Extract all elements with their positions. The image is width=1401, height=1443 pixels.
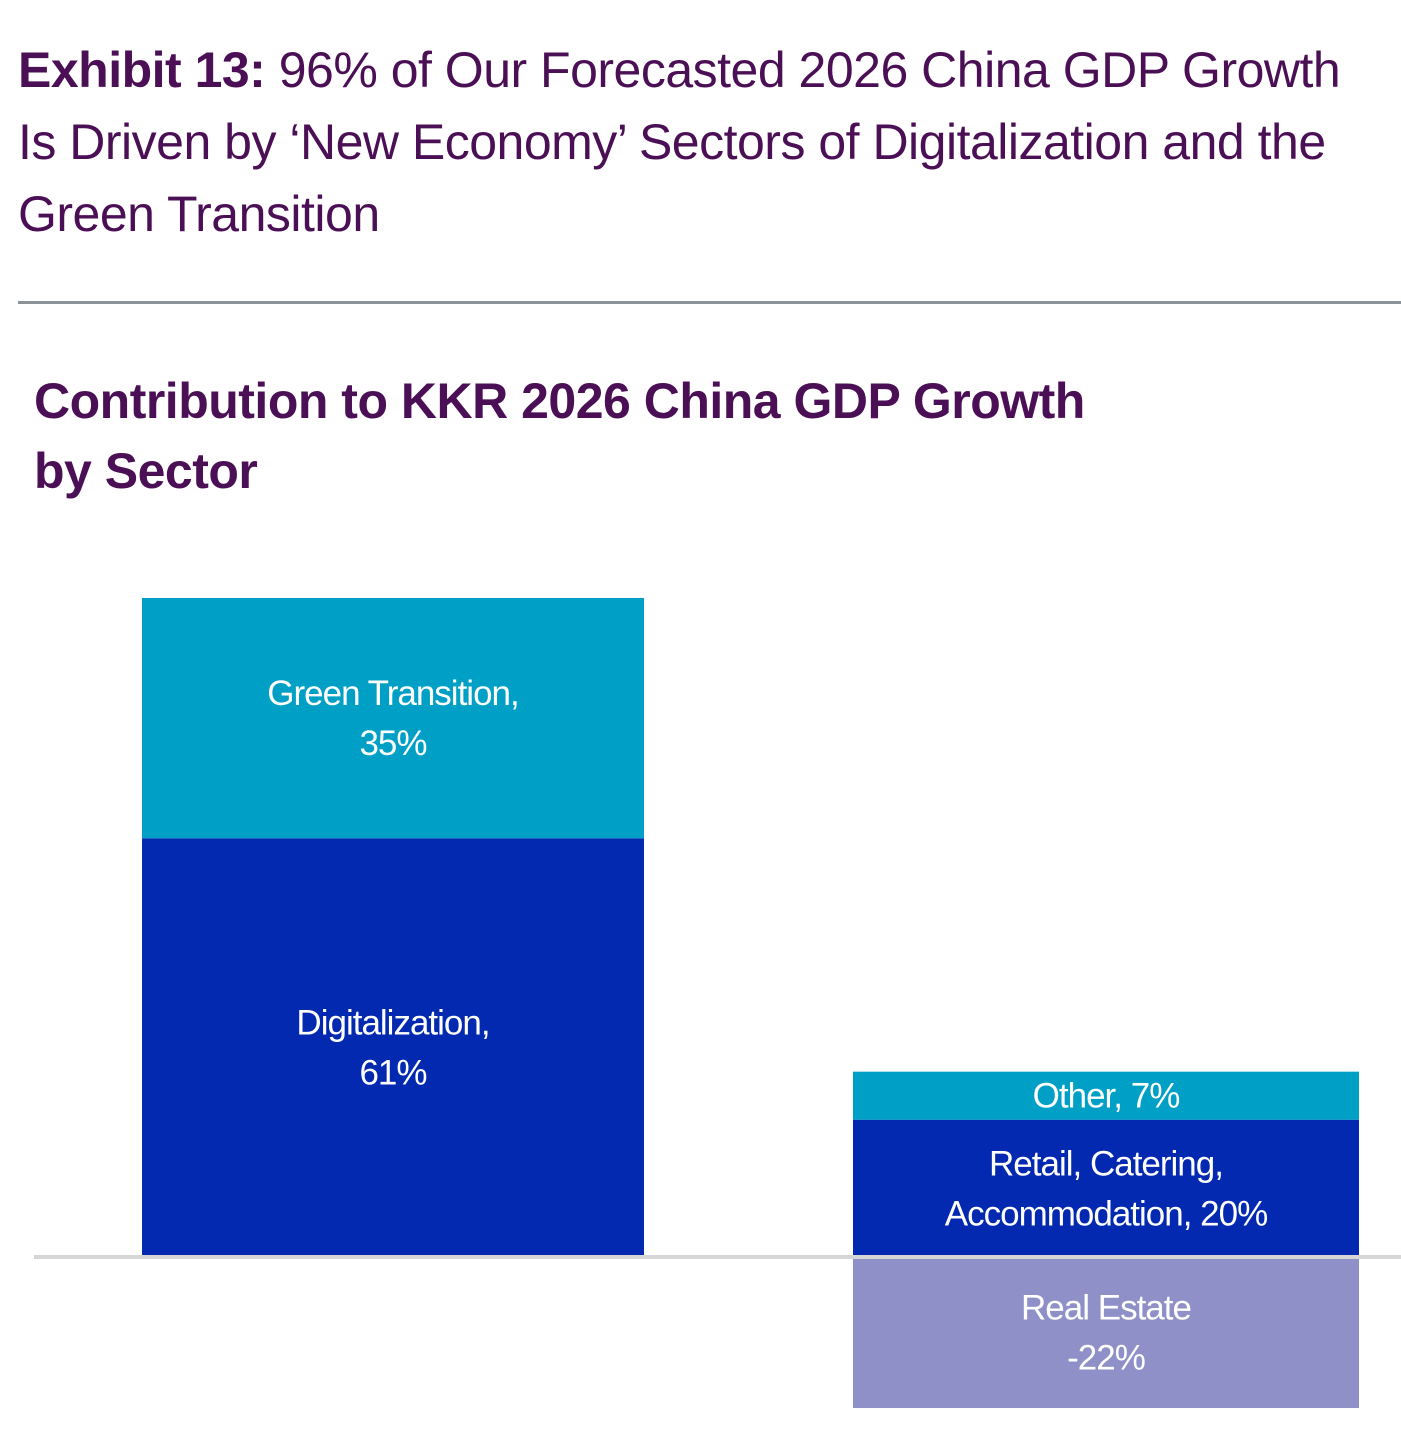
title-divider xyxy=(18,301,1401,304)
bar-label-2: Retail, Catering, Accommodation, 20% xyxy=(945,1144,1267,1233)
bar-label-line: Other, 7% xyxy=(1033,1077,1180,1116)
bar-label-line: 61% xyxy=(359,1054,426,1093)
bar-label-line: Accommodation, 20% xyxy=(945,1194,1267,1233)
bar-label-line: Digitalization, xyxy=(296,1004,489,1043)
exhibit-label: Exhibit 13: xyxy=(18,42,266,98)
chart-title: Contribution to KKR 2026 China GDP Growt… xyxy=(34,373,1085,499)
bar-segment-0 xyxy=(142,838,644,1257)
bar-label-line: Real Estate xyxy=(1021,1289,1191,1328)
bar-segment-2 xyxy=(853,1119,1359,1257)
bar-label-3: Other, 7% xyxy=(1033,1077,1180,1116)
bar-label-4: Real Estate -22% xyxy=(1021,1289,1191,1378)
exhibit-headline: 96% of Our Forecasted 2026 China GDP Gro… xyxy=(18,42,1341,242)
bar-label-0: Digitalization, 61% xyxy=(296,1004,489,1093)
bar-label-line: Retail, Catering, xyxy=(989,1144,1223,1183)
bar-label-1: Green Transition, 35% xyxy=(267,674,518,763)
bar-label-line: 35% xyxy=(359,724,426,763)
exhibit-title: Exhibit 13: 96% of Our Forecasted 2026 C… xyxy=(18,34,1378,250)
bar-label-line: Green Transition, xyxy=(267,674,518,713)
bar-segment-3 xyxy=(853,1071,1359,1120)
bar-segments xyxy=(142,598,1359,1409)
bar-segment-4 xyxy=(853,1257,1359,1409)
bar-labels: Digitalization, 61% Green Transition, 35% Re… xyxy=(267,674,1268,1378)
bar-segment-1 xyxy=(142,598,644,839)
bar-label-line: -22% xyxy=(1067,1339,1145,1378)
